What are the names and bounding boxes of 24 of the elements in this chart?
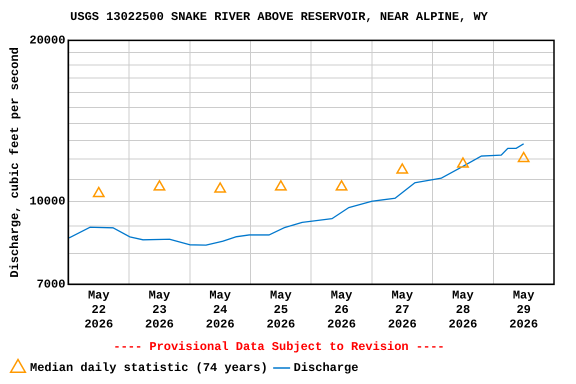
point <box>274 180 287 191</box>
point <box>154 180 166 191</box>
x-tick-label: May 23 2026 <box>145 288 174 332</box>
x-tick-label: May 25 2026 <box>266 288 296 332</box>
y-axis-title: Discharge, cubic feet per second <box>8 47 22 278</box>
point <box>457 157 469 168</box>
legend-label: Median daily statistic (74 years) <box>30 361 268 376</box>
text: ---- Provisional Data Subject to Revision ---- <box>113 340 445 354</box>
y-tick-label: 10000 <box>29 194 66 209</box>
y-tick-label: 7000 <box>36 277 66 292</box>
x-tick-label: May 29 2026 <box>509 288 538 332</box>
point <box>396 163 408 174</box>
x-tick-label: May 24 2026 <box>206 288 235 332</box>
x-tick-label: May 28 2026 <box>448 288 478 332</box>
point <box>92 186 105 198</box>
legend-label: Discharge <box>294 361 358 376</box>
x-tick-label: May 22 2026 <box>84 288 114 332</box>
x-tick-label: May 26 2026 <box>327 288 356 332</box>
x-tick-label: May 27 2026 <box>388 288 417 332</box>
point <box>214 182 226 193</box>
point <box>336 180 348 191</box>
point <box>518 152 530 162</box>
y-tick-label: 20000 <box>29 33 66 48</box>
chart-title: USGS 13022500 SNAKE RIVER ABOVE RESERVOIR, NEAR ALPINE, WY <box>70 10 489 24</box>
